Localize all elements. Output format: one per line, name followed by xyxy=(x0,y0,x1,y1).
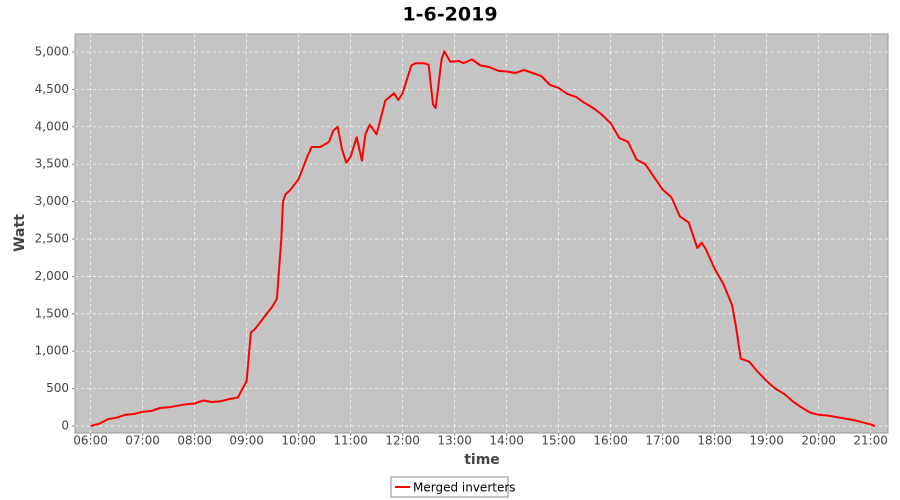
line-series xyxy=(90,50,876,427)
legend-label: Merged inverters xyxy=(413,481,516,495)
y-tick-label: 4,000 xyxy=(35,119,69,133)
x-tick-label: 09:00 xyxy=(229,434,264,448)
y-tick-label: 3,000 xyxy=(35,194,69,208)
x-tick-label: 13:00 xyxy=(437,434,472,448)
chart-title: 1-6-2019 xyxy=(402,4,497,26)
x-tick-label: 14:00 xyxy=(489,434,524,448)
x-tick-label: 11:00 xyxy=(333,434,368,448)
y-tick-label: 4,500 xyxy=(35,82,69,96)
x-tick-label: 12:00 xyxy=(385,434,420,448)
y-tick-label: 1,500 xyxy=(35,306,69,320)
y-tick-label: 2,500 xyxy=(35,231,69,245)
x-tick-label: 07:00 xyxy=(125,434,160,448)
x-tick-label: 10:00 xyxy=(281,434,316,448)
x-tick-label: 08:00 xyxy=(177,434,212,448)
y-tick-label: 0 xyxy=(61,418,69,432)
x-tick-label: 06:00 xyxy=(73,434,108,448)
x-tick-label: 21:00 xyxy=(853,434,888,448)
plot-area xyxy=(74,33,889,434)
y-tick-label: 5,000 xyxy=(35,45,69,59)
y-tick-label: 2,000 xyxy=(35,269,69,283)
x-tick-label: 16:00 xyxy=(593,434,628,448)
x-tick-label: 15:00 xyxy=(541,434,576,448)
y-axis-label: Watt xyxy=(12,214,28,252)
x-tick-label: 19:00 xyxy=(749,434,784,448)
y-tick-label: 1,000 xyxy=(35,344,69,358)
x-tick-label: 18:00 xyxy=(697,434,732,448)
y-tick-label: 500 xyxy=(46,381,69,395)
x-tick-label: 17:00 xyxy=(645,434,680,448)
legend xyxy=(390,476,509,498)
y-tick-label: 3,500 xyxy=(35,157,69,171)
x-axis-label: time xyxy=(464,452,500,468)
x-tick-label: 20:00 xyxy=(801,434,836,448)
